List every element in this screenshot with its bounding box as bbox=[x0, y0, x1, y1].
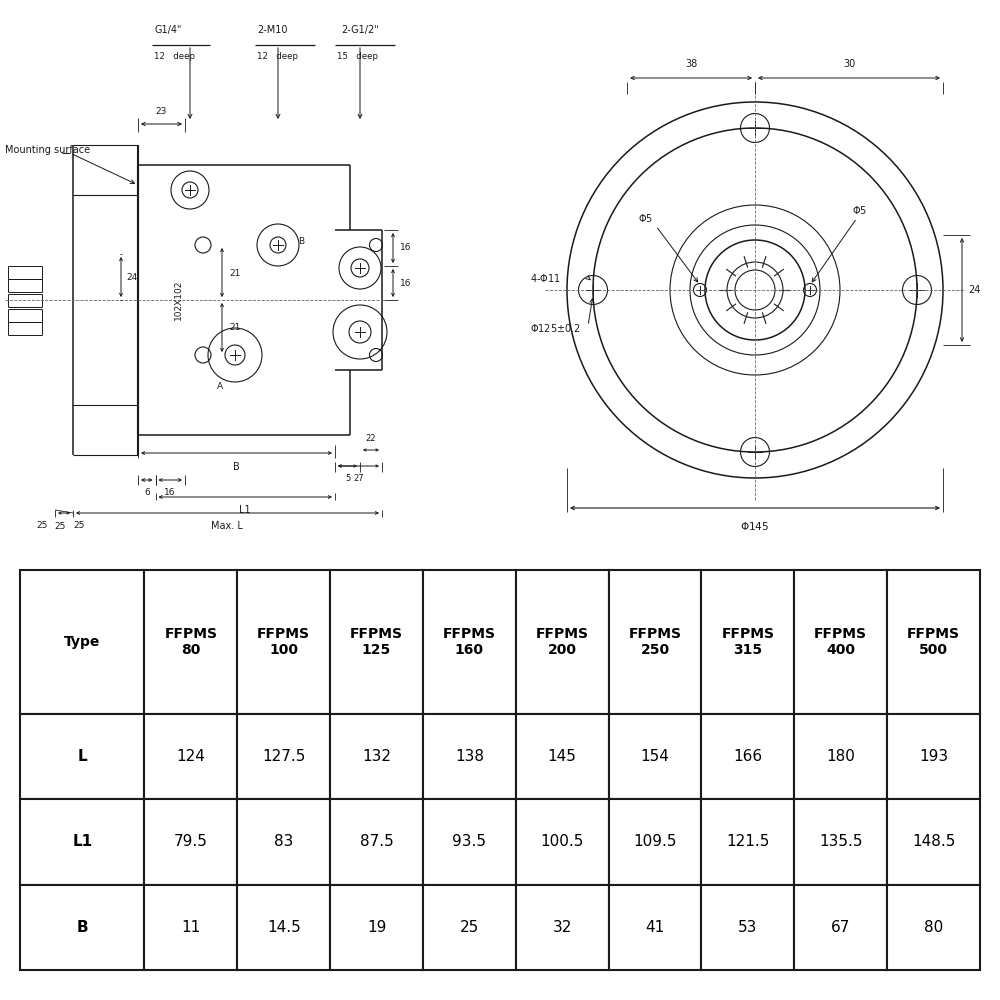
Text: 30: 30 bbox=[843, 59, 855, 69]
Text: 21: 21 bbox=[229, 268, 240, 277]
Text: G1/4": G1/4" bbox=[154, 25, 182, 35]
Text: 2-M10: 2-M10 bbox=[257, 25, 287, 35]
Text: 25: 25 bbox=[73, 521, 84, 530]
Text: 12   deep: 12 deep bbox=[257, 52, 298, 61]
Text: $\Phi$145: $\Phi$145 bbox=[740, 520, 770, 532]
Text: 16: 16 bbox=[164, 488, 176, 497]
Text: $\Phi$125±0.2: $\Phi$125±0.2 bbox=[530, 322, 580, 334]
Text: B: B bbox=[298, 237, 304, 246]
Text: L1: L1 bbox=[239, 505, 251, 515]
Text: Mounting surface: Mounting surface bbox=[5, 145, 90, 155]
Text: 4-$\Phi$11: 4-$\Phi$11 bbox=[530, 272, 561, 284]
Text: 25: 25 bbox=[54, 522, 66, 531]
Text: 27: 27 bbox=[354, 474, 364, 483]
Text: 6: 6 bbox=[144, 488, 150, 497]
Text: $\Phi$5: $\Phi$5 bbox=[638, 212, 653, 224]
Text: B: B bbox=[233, 462, 240, 472]
Text: 38: 38 bbox=[685, 59, 697, 69]
Text: 23: 23 bbox=[156, 107, 167, 116]
Text: 22: 22 bbox=[366, 434, 376, 443]
Text: 16: 16 bbox=[400, 278, 412, 288]
Text: 5: 5 bbox=[345, 474, 350, 483]
Text: 16: 16 bbox=[400, 243, 412, 252]
Text: A: A bbox=[217, 382, 223, 391]
Text: Max. L: Max. L bbox=[211, 521, 243, 531]
Text: 21: 21 bbox=[229, 324, 240, 332]
Text: 2-G1/2": 2-G1/2" bbox=[341, 25, 379, 35]
Text: 25: 25 bbox=[36, 521, 48, 530]
Text: 24: 24 bbox=[968, 285, 980, 295]
Text: 102X102: 102X102 bbox=[174, 280, 182, 320]
Text: 15   deep: 15 deep bbox=[337, 52, 378, 61]
Text: 12   deep: 12 deep bbox=[154, 52, 195, 61]
Text: 24: 24 bbox=[126, 272, 137, 282]
Text: $\Phi$5: $\Phi$5 bbox=[852, 204, 867, 216]
